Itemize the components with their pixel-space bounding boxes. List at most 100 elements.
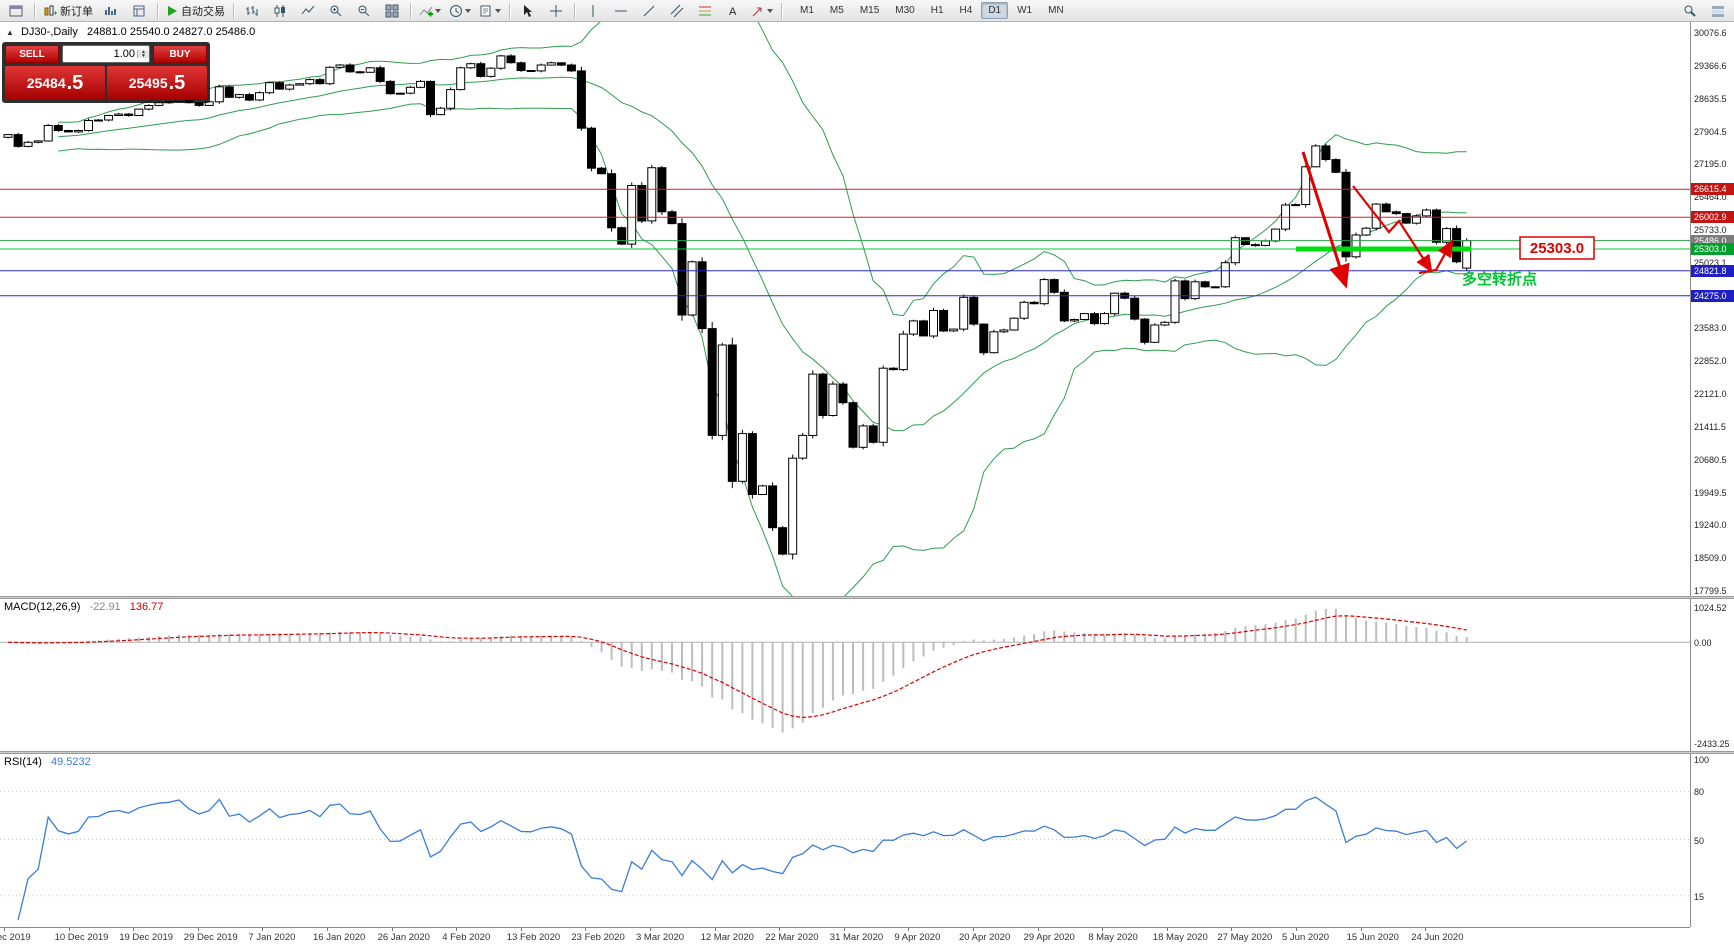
volume-stepper: ▲ ▼ [62,45,150,63]
price-line-tag-24821.8: 24821.8 [1691,264,1734,277]
trendline-tool-icon[interactable] [636,1,662,21]
date-tick-label: 19 Dec 2019 [119,932,174,943]
market-watch-icon[interactable] [98,1,124,21]
timeframe-m15[interactable]: M15 [859,5,880,16]
sell-price-frac: .5 [66,71,84,94]
date-tick-mark [1037,928,1039,931]
macd-tick: 1024.52 [1694,603,1727,613]
macd-panel[interactable]: MACD(12,26,9) -22.91 136.77 [0,599,1690,751]
date-tick-label: 12 Mar 2020 [700,932,754,943]
horizontal-line-tool-icon[interactable] [608,1,634,21]
buy-button[interactable]: BUY [153,45,207,63]
date-tick-label: 3 Mar 2020 [636,932,685,943]
date-tick-label: 9 Apr 2020 [894,932,941,943]
buy-price-frac: .5 [168,71,186,94]
new-order-button[interactable]: 新订单 [40,1,96,21]
timeframe-h4[interactable]: H4 [959,5,973,16]
rsi-tick: 100 [1694,755,1710,765]
timeframe-mn[interactable]: MN [1048,5,1064,16]
crosshair-icon[interactable] [543,1,569,21]
macd-name: MACD(12,26,9) [4,601,81,613]
sell-price-main: 25484 [26,75,66,91]
arrows-tool-icon[interactable] [748,1,776,21]
buy-price-display[interactable]: 25495 .5 [107,66,207,100]
buy-price-main: 25495 [128,75,168,91]
date-tick-label: 5 Jun 2020 [1282,932,1330,943]
new-chart-button[interactable] [3,1,29,21]
timeframe-m5[interactable]: M5 [829,5,844,16]
rsi-tick: 15 [1694,891,1705,902]
price-tick: 20680.5 [1694,454,1727,465]
panel-splitter[interactable] [0,596,1734,599]
volume-down-icon[interactable]: ▼ [138,54,149,59]
macd-tick: 0.00 [1694,638,1712,649]
macd-main-value: -22.91 [89,601,121,613]
rsi-value: 49.5232 [50,756,91,768]
search-icon[interactable] [1677,1,1703,21]
timeframe-m1[interactable]: M1 [800,5,814,16]
arrows-caret-icon [767,8,773,13]
price-callout-text: 25303.0 [1530,240,1584,257]
data-window-icon[interactable] [126,1,152,21]
tile-windows-icon[interactable] [379,1,405,21]
volume-up-icon[interactable]: ▲ [138,50,149,55]
vertical-line-tool-icon[interactable] [580,1,606,21]
date-tick-mark [1296,928,1297,931]
date-tick-mark [779,928,781,931]
line-chart-type-icon[interactable] [295,1,321,21]
volume-input[interactable] [63,48,137,60]
date-tick-mark [4,928,5,931]
templates-caret-icon [495,8,501,13]
candlestick-chart[interactable]: 25303.0 多空转折点 [0,0,1690,607]
fibonacci-tool-icon[interactable] [692,1,718,21]
date-axis[interactable]: Dec 2019 10 Dec 2019 19 Dec 2019 29 Dec 201… [0,927,1690,946]
templates-button[interactable] [476,1,504,21]
date-tick-label: Dec 2019 [0,932,31,943]
indicators-button[interactable] [416,1,444,21]
chart-title-line: ▲ DJ30-,Daily 24881.0 25540.0 24827.0 25… [6,26,255,38]
date-tick-label: 13 Feb 2020 [506,932,561,943]
price-tick: 27195.0 [1694,159,1727,170]
cursor-icon[interactable] [515,1,541,21]
price-tick: 28635.5 [1694,93,1727,104]
equidistant-channel-tool-icon[interactable] [664,1,690,21]
sell-price-display[interactable]: 25484 .5 [5,66,105,100]
svg-text:A: A [729,6,737,18]
timeframe-h1[interactable]: H1 [930,5,944,16]
date-tick-mark [133,928,135,931]
toolbar-separator [781,2,782,19]
date-tick-mark [197,928,199,931]
rsi-line [17,796,1468,921]
symbol-title: DJ30-,Daily [20,26,78,38]
price-tick: 21411.5 [1694,421,1726,432]
date-tick-mark [1425,928,1427,931]
price-chart-panel[interactable]: 25303.0 多空转折点 [0,0,1690,607]
bar-chart-type-icon[interactable] [239,1,265,21]
price-axis[interactable]: 30076.6 29366.6 28635.5 27904.5 27195.0 26464… [1690,22,1734,927]
timeframe-m30[interactable]: M30 [895,5,915,16]
date-tick-label: 7 Jan 2020 [248,932,296,943]
date-tick-label: 22 Mar 2020 [765,932,819,943]
macd-plot[interactable] [0,599,1690,756]
periods-button[interactable] [446,1,474,21]
panel-splitter[interactable] [0,751,1734,754]
candlestick-chart-type-icon[interactable] [267,1,293,21]
rsi-panel[interactable]: RSI(14) 49.5232 [0,754,1690,927]
text-tool-icon[interactable]: A [720,1,746,21]
collapse-trade-panel-icon[interactable]: ▲ [6,28,14,37]
zoom-out-icon[interactable] [351,1,377,21]
date-tick-mark [1102,928,1104,931]
timeframe-w1[interactable]: W1 [1017,5,1033,16]
objects-list-icon[interactable] [1705,1,1731,21]
price-tick: 30076.6 [1694,28,1727,38]
price-line-tag-26002.9: 26002.9 [1691,211,1734,224]
sell-button[interactable]: SELL [5,45,59,63]
timeframe-d1[interactable]: D1 [981,2,1009,19]
price-tick: 22121.0 [1694,389,1727,399]
price-tick: 17799.5 [1694,585,1727,596]
zoom-in-icon[interactable] [323,1,349,21]
price-line-tag-24275.0: 24275.0 [1691,289,1734,302]
rsi-plot[interactable] [0,754,1690,932]
auto-trading-button[interactable]: 自动交易 [163,1,228,21]
